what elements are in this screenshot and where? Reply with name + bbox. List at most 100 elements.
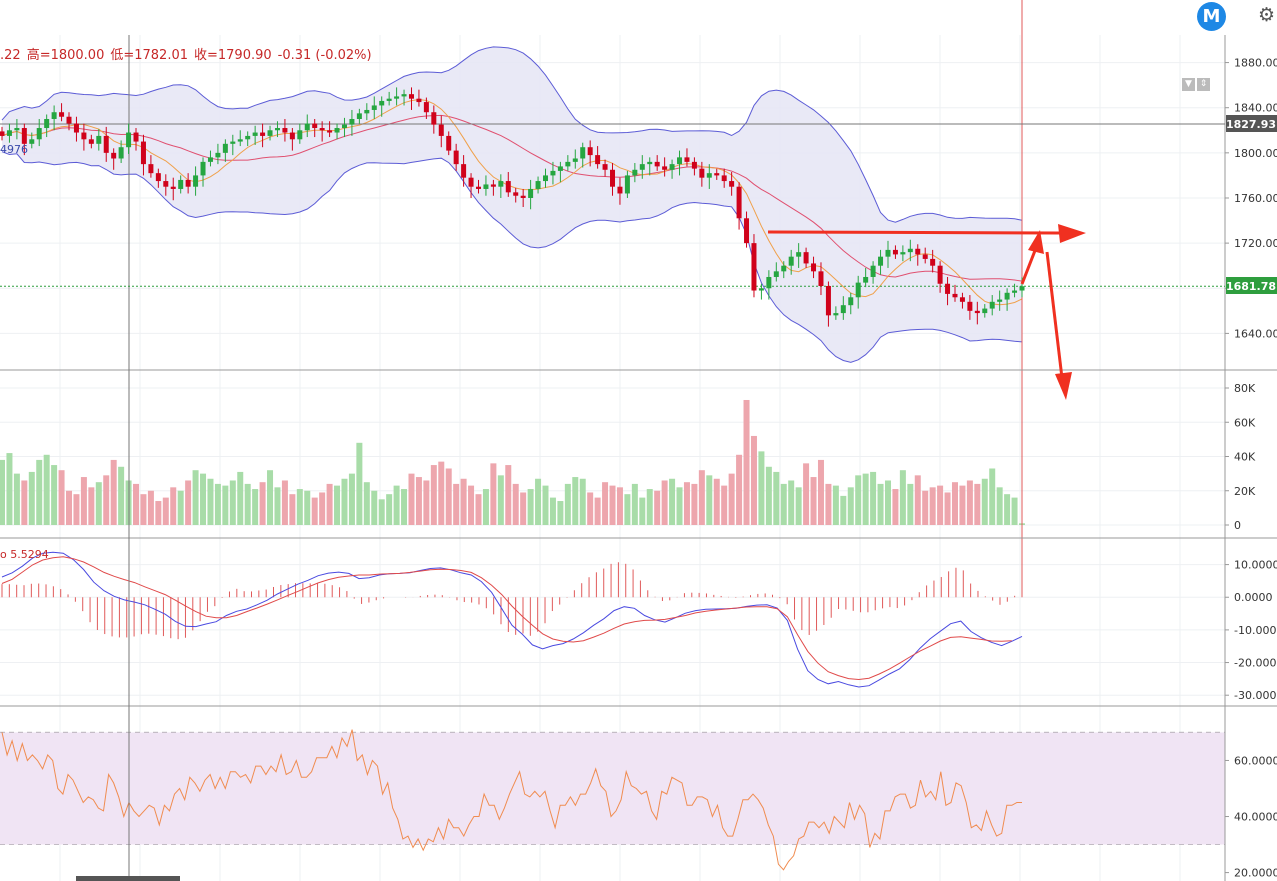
volume-bar [28, 471, 35, 525]
horizontal-arrow-head [1058, 224, 1086, 243]
price-tick-label: 1880.00 [1234, 57, 1277, 70]
volume-bar [1011, 497, 1018, 525]
volume-bar [341, 478, 348, 525]
candle-body [334, 128, 340, 133]
macd-tick-label: 0.0000 [1234, 591, 1273, 604]
bollinger-band-fill [2, 46, 1022, 363]
volume-bar [36, 459, 43, 525]
volume-bar [765, 466, 772, 525]
volume-bar [631, 483, 638, 525]
candle-body [952, 293, 958, 298]
volume-bar [95, 482, 102, 525]
candle-body [557, 166, 563, 171]
volume-bar [609, 485, 616, 525]
crosshair-price-badge [1226, 115, 1277, 132]
price-tick-label: 1800.00 [1234, 147, 1277, 160]
candle-body [535, 181, 541, 189]
candle-body [245, 135, 251, 140]
app-logo-icon[interactable]: M [1197, 2, 1226, 31]
volume-bar [289, 494, 296, 525]
candle-body [111, 152, 117, 159]
volume-bar [408, 473, 415, 525]
volume-bar [870, 471, 877, 525]
volume-bar [229, 480, 236, 525]
open-fragment: .22 [0, 48, 21, 63]
volume-tick-label: 40K [1234, 451, 1256, 464]
moving-average-slow-line [1, 114, 1023, 282]
candle-body [394, 96, 400, 99]
volume-bar [468, 485, 475, 525]
volume-bar [281, 480, 288, 525]
candle-body [498, 181, 504, 187]
candle-body [446, 135, 452, 151]
volume-bar [706, 475, 713, 525]
volume-bar [989, 468, 996, 525]
gear-icon[interactable]: ⚙ [1258, 4, 1276, 26]
volume-bar [564, 483, 571, 525]
volume-bar [639, 497, 646, 525]
volume-bar [914, 475, 921, 525]
candle-body [729, 181, 735, 187]
candle-body [848, 297, 854, 306]
candle-body [260, 132, 266, 136]
candle-body [118, 147, 124, 159]
volume-bar [6, 453, 13, 525]
candle-body [736, 186, 742, 219]
price-tick-label: 1840.00 [1234, 102, 1277, 115]
candle-body [215, 152, 221, 158]
candle-body [386, 98, 392, 101]
volume-bar [594, 497, 601, 525]
candle-body [282, 128, 288, 133]
volume-bar [110, 459, 117, 525]
volume-bar [133, 483, 140, 525]
volume-bar [430, 465, 437, 525]
candle-body [721, 175, 727, 182]
candle-body [610, 169, 616, 187]
candle-body [193, 175, 199, 187]
candle-body [230, 141, 236, 144]
candle-body [647, 161, 653, 165]
price-badges: 1827.93 1681.78 [1226, 115, 1277, 294]
candle-body [349, 118, 355, 125]
price-axis-labels: 1880.001840.001800.001760.001720.001680.… [1225, 57, 1277, 880]
candle-body [662, 166, 668, 170]
macd-value-fragment: o 5.5294 [0, 548, 49, 561]
moving-average-fast-line [1, 98, 1023, 306]
candle-body [758, 288, 764, 291]
rsi-line [1, 729, 1022, 871]
candle-body [14, 128, 20, 131]
macd-dot-icon: o [0, 548, 11, 561]
volume-tick-label: 20K [1234, 485, 1256, 498]
volume-bar [721, 485, 728, 525]
scale-toggle-button[interactable]: ⇕ [1197, 78, 1210, 91]
candle-body [945, 283, 951, 294]
candle-body [1019, 286, 1025, 291]
candle-body [870, 265, 876, 277]
volume-bar [207, 478, 214, 525]
candle-body [73, 123, 79, 133]
volume-bar [922, 490, 929, 525]
volume-bar [490, 463, 497, 525]
candle-body [982, 308, 988, 314]
candle-body [96, 135, 102, 144]
candle-body [163, 181, 169, 187]
candlestick-series [0, 87, 1025, 327]
crosshair-price-label: 1827.93 [1226, 118, 1276, 131]
candle-body [289, 132, 295, 140]
volume-bar [855, 475, 862, 525]
volume-bar [810, 477, 817, 525]
volume-bar [371, 490, 378, 525]
candle-body [997, 299, 1003, 302]
candle-body [341, 124, 347, 129]
candle-body [126, 132, 132, 148]
volume-bar [817, 459, 824, 525]
high-value: 高=1800.00 [26, 48, 105, 63]
rsi-tick-label: 20.0000 [1234, 867, 1277, 880]
collapse-button[interactable]: ▼ [1182, 78, 1195, 91]
candle-body [21, 128, 27, 144]
volume-bar [237, 471, 244, 525]
macd-value: 5.5294 [10, 548, 49, 561]
candle-body [915, 248, 921, 255]
volume-bar [423, 480, 430, 525]
